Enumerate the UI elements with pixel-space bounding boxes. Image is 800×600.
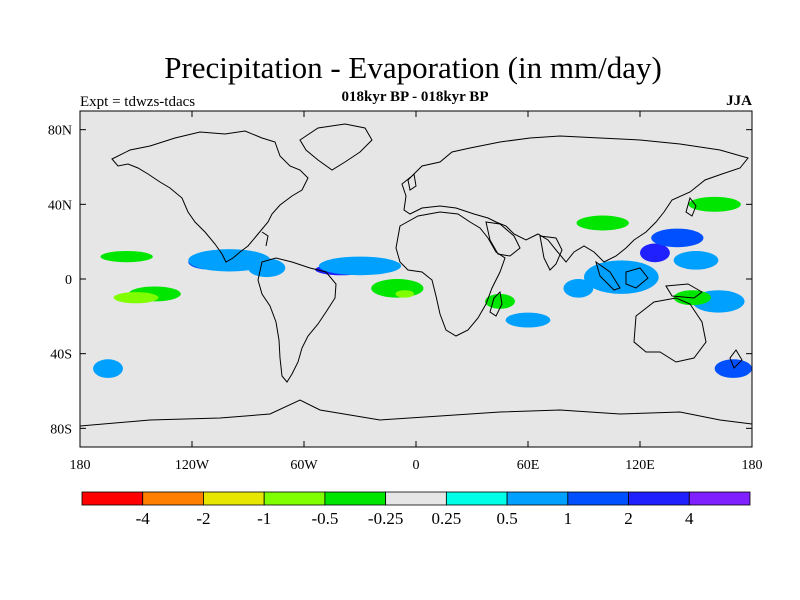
pe-anomaly-region bbox=[640, 243, 670, 263]
x-tick-label: 180 bbox=[70, 458, 91, 473]
coastline-antarctica bbox=[80, 399, 752, 427]
coastline-borneo bbox=[625, 267, 649, 289]
pe-anomaly-region bbox=[93, 359, 123, 378]
pe-anomaly-region bbox=[100, 251, 153, 263]
coastline-india bbox=[539, 235, 563, 271]
x-tick-label: 120W bbox=[175, 458, 210, 473]
colorbar-swatch bbox=[445, 491, 508, 506]
pe-anomaly-region bbox=[688, 196, 741, 212]
y-tick-label: 40N bbox=[48, 198, 72, 213]
colorbar-swatch bbox=[506, 491, 569, 506]
x-axis: 180 120W 60W 0 60E 120E 180 bbox=[70, 111, 763, 473]
x-tick-label: 0 bbox=[413, 458, 420, 473]
colorbar-swatch bbox=[385, 491, 447, 506]
colorbar-swatch bbox=[688, 491, 751, 506]
colorbar: -4 -2 -1 -0.5 -0.25 0.25 0.5 1 2 4 bbox=[81, 491, 751, 528]
coastline-arabia bbox=[485, 221, 521, 257]
pe-anomaly-region bbox=[673, 251, 719, 270]
x-tick-label: 180 bbox=[742, 458, 763, 473]
pe-anomaly-region bbox=[449, 161, 495, 173]
pe-anomaly-region bbox=[651, 228, 704, 248]
pe-anomaly-region bbox=[485, 293, 515, 309]
y-tick-label: 0 bbox=[65, 273, 72, 288]
colorbar-label: 0.5 bbox=[496, 509, 517, 528]
pe-anomaly-region bbox=[289, 335, 357, 354]
colorbar-swatch bbox=[263, 491, 326, 506]
x-tick-label: 120E bbox=[625, 458, 655, 473]
coastline-new-zealand bbox=[729, 349, 743, 369]
colorbar-label: 2 bbox=[624, 509, 633, 528]
colorbar-label: -0.5 bbox=[311, 509, 338, 528]
colorbar-swatch bbox=[203, 491, 265, 506]
coastline-madagascar bbox=[489, 290, 503, 317]
coastline-south-america bbox=[257, 257, 337, 383]
coastline-japan bbox=[685, 196, 697, 217]
y-tick-label: 80N bbox=[48, 124, 72, 139]
colorbar-swatch bbox=[567, 491, 629, 506]
coastline-eurasia bbox=[401, 135, 749, 263]
colorbar-label: -2 bbox=[196, 509, 210, 528]
coastlines bbox=[80, 123, 752, 427]
pe-anomaly-region bbox=[229, 200, 267, 216]
pe-anomaly-region bbox=[395, 290, 415, 298]
pe-anomaly-region bbox=[505, 312, 551, 328]
colorbar-label: 4 bbox=[685, 509, 694, 528]
pe-anomaly-region bbox=[203, 286, 256, 302]
pe-anomaly-region bbox=[113, 292, 159, 304]
y-tick-label: 40S bbox=[50, 348, 72, 363]
colorbar-label: -4 bbox=[136, 509, 151, 528]
plot-subtitle: 018kyr BP - 018kyr BP bbox=[341, 89, 489, 105]
pe-anomaly-region bbox=[563, 279, 594, 298]
coastline-north-america bbox=[111, 130, 309, 263]
plot-title: Precipitation - Evaporation (in mm/day) bbox=[164, 50, 662, 85]
x-tick-label: 60W bbox=[290, 458, 318, 473]
coastline-australia bbox=[633, 297, 707, 363]
y-tick-label: 80S bbox=[50, 422, 72, 437]
y-axis: 80N 40N 0 40S 80S bbox=[48, 124, 752, 437]
coastline-new-guinea bbox=[665, 283, 703, 299]
pe-anomaly-region bbox=[318, 256, 402, 276]
colorbar-label: 0.25 bbox=[431, 509, 461, 528]
coastline-africa bbox=[395, 211, 506, 337]
experiment-label: Expt = tdwzs-tdacs bbox=[80, 94, 196, 110]
x-tick-label: 60E bbox=[517, 458, 540, 473]
colorbar-swatch bbox=[628, 491, 690, 506]
coastline-florida bbox=[261, 231, 269, 247]
colorbar-label: 1 bbox=[564, 509, 573, 528]
coastline-british-isles bbox=[407, 172, 417, 191]
colorbar-swatch bbox=[81, 491, 144, 506]
colorbar-label: -1 bbox=[257, 509, 271, 528]
colorbar-swatch bbox=[142, 491, 204, 506]
pe-anomaly-region bbox=[576, 215, 629, 231]
season-label: JJA bbox=[726, 93, 752, 109]
colorbar-swatch bbox=[324, 491, 387, 506]
pe-anomaly-region bbox=[247, 258, 286, 278]
coastline-greenland bbox=[299, 123, 373, 171]
pe-anomaly-region bbox=[714, 359, 752, 378]
colorbar-label: -0.25 bbox=[368, 509, 403, 528]
coastline-sumatra bbox=[595, 260, 621, 291]
